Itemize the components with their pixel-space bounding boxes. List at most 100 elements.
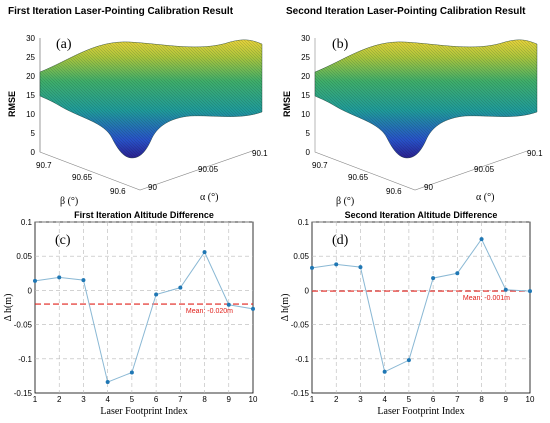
ytick-label: 0	[305, 286, 310, 295]
xtick-label: 1	[310, 395, 315, 404]
xaxis-label-c: Laser Footprint Index	[100, 406, 187, 417]
xtick-label: 6	[431, 395, 436, 404]
data-point	[226, 302, 231, 307]
beta-tick: 90.7	[312, 161, 328, 170]
alpha-tick: 90	[424, 183, 433, 192]
xtick-label: 9	[227, 395, 232, 404]
ztick-label: 10	[301, 110, 310, 119]
plot-frame-d	[311, 221, 531, 394]
data-point	[154, 292, 159, 297]
ytick-label: -0.1	[295, 355, 309, 364]
alpha-tick: 90.1	[252, 149, 268, 158]
data-point	[406, 358, 411, 363]
data-point	[251, 306, 255, 311]
data-point	[479, 237, 484, 242]
panel-label-a: (a)	[56, 37, 72, 52]
alpha-tick: 90.05	[474, 165, 495, 174]
xtick-label: 5	[407, 395, 412, 404]
ytick-label: -0.05	[14, 321, 33, 330]
ytick-label: -0.15	[14, 389, 33, 398]
xtick-label: 7	[178, 395, 183, 404]
beta-axis-label-a: β (°)	[60, 196, 78, 207]
surface-panel-a: First Iteration Laser-Pointing Calibrati…	[7, 6, 268, 207]
data-point	[334, 262, 339, 267]
surface-mesh-b	[315, 39, 537, 159]
xtick-label: 2	[334, 395, 339, 404]
ztick-label: 0	[306, 148, 311, 157]
ztick-label: 5	[31, 129, 36, 138]
xtick-label: 3	[81, 395, 86, 404]
alpha-axis-label-b: α (°)	[476, 192, 494, 203]
alpha-tick: 90.05	[198, 165, 219, 174]
ztick-label: 15	[301, 91, 310, 100]
panel-label-d: (d)	[332, 233, 349, 248]
data-point	[178, 285, 183, 290]
ztick-label: 0	[31, 148, 36, 157]
beta-tick: 90.6	[386, 187, 402, 196]
xtick-label: 4	[382, 395, 387, 404]
xtick-label: 7	[455, 395, 460, 404]
zaxis-label-a: RMSE	[7, 91, 17, 117]
beta-tick: 90.7	[36, 161, 52, 170]
data-point	[57, 275, 62, 280]
surface-title-b: Second Iteration Laser-Pointing Calibrat…	[286, 6, 526, 17]
surface-mesh-a	[40, 39, 262, 159]
alpha-tick: 90.1	[527, 149, 543, 158]
data-point	[528, 289, 532, 294]
ztick-label: 10	[26, 110, 35, 119]
data-point	[431, 276, 436, 281]
ztick-label: 25	[26, 53, 35, 62]
data-point	[33, 278, 37, 283]
panel-label-c: (c)	[55, 233, 71, 248]
ztick-label: 5	[306, 129, 311, 138]
data-point	[129, 370, 134, 375]
ytick-label: 0	[28, 286, 33, 295]
xtick-label: 4	[105, 395, 110, 404]
yaxis-label-d: Δ h(m)	[280, 294, 291, 322]
beta-tick: 90.6	[110, 187, 126, 196]
zticks-b: 0 5 10 15 20 25 30	[301, 34, 310, 157]
data-point	[503, 287, 508, 292]
ytick-label: -0.05	[291, 321, 310, 330]
beta-tick: 90.65	[348, 173, 369, 182]
ztick-label: 20	[301, 72, 310, 81]
xtick-label: 3	[358, 395, 363, 404]
data-point	[382, 369, 387, 374]
xtick-label: 6	[154, 395, 159, 404]
ztick-label: 30	[26, 34, 35, 43]
xtick-label: 8	[202, 395, 207, 404]
series-line-d	[311, 238, 531, 373]
beta-axis-label-b: β (°)	[336, 196, 354, 207]
xtick-label: 10	[249, 395, 258, 404]
line-title-d: Second Iteration Altitude Difference	[345, 210, 498, 220]
alpha-axis-label-a: α (°)	[200, 192, 218, 203]
line-title-c: First Iteration Altitude Difference	[74, 210, 214, 220]
data-point	[358, 265, 363, 270]
xtick-label: 5	[130, 395, 135, 404]
xtick-label: 8	[479, 395, 484, 404]
data-point	[455, 271, 460, 276]
panel-label-b: (b)	[332, 37, 349, 52]
ytick-label: 0.1	[298, 218, 310, 227]
ytick-label: -0.15	[291, 389, 310, 398]
xtick-label: 2	[57, 395, 62, 404]
surface-panel-b: Second Iteration Laser-Pointing Calibrat…	[282, 6, 543, 207]
ytick-label: 0.05	[16, 252, 32, 261]
mean-label-c: Mean: -0.020m	[186, 308, 233, 315]
line-panel-c: First Iteration Altitude Difference 1 2 3 4 5…	[3, 210, 258, 417]
xaxis-label-d: Laser Footprint Index	[377, 406, 464, 417]
ztick-label: 25	[301, 53, 310, 62]
yaxis-label-c: Δ h(m)	[3, 294, 14, 322]
ztick-label: 20	[26, 72, 35, 81]
data-point	[310, 265, 314, 270]
ztick-label: 15	[26, 91, 35, 100]
ztick-label: 30	[301, 34, 310, 43]
zaxis-label-b: RMSE	[282, 91, 292, 117]
xtick-label: 9	[504, 395, 509, 404]
ytick-label: -0.1	[18, 355, 32, 364]
mean-label-d: Mean: -0.001m	[463, 295, 510, 302]
data-point	[202, 250, 207, 255]
xtick-label: 10	[526, 395, 535, 404]
series-line-c	[34, 251, 254, 383]
